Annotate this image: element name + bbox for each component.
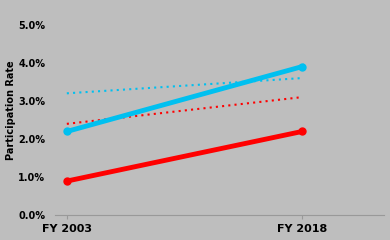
Y-axis label: Participation Rate: Participation Rate xyxy=(5,61,16,160)
